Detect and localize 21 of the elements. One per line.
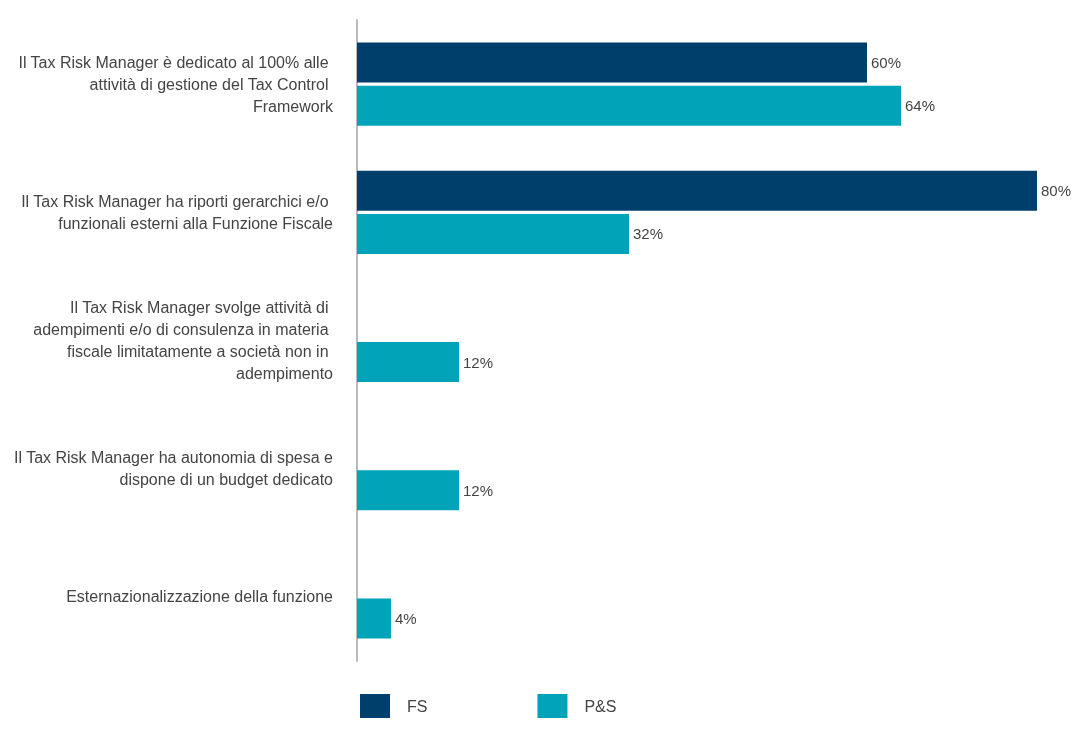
bar xyxy=(357,598,391,639)
bar xyxy=(357,342,459,383)
bar xyxy=(357,170,1037,211)
data-label: 64% xyxy=(905,97,936,115)
legend-label: FS xyxy=(407,697,428,715)
y-tick-label: Esternazionalizzazione della funzione xyxy=(66,588,334,606)
legend-label: P&S xyxy=(584,697,617,715)
data-label: 12% xyxy=(463,353,494,371)
data-label: 32% xyxy=(633,225,664,243)
bar xyxy=(357,42,867,83)
y-tick-label: Il Tax Risk Manager ha riporti gerarchici e/o funzionali esterni alla Funzione Fiscale xyxy=(21,192,334,232)
bar xyxy=(357,85,901,126)
data-label: 80% xyxy=(1041,182,1072,200)
y-tick-label: Il Tax Risk Manager svolge attività di adempimenti e/o di consulenza in materia fiscale limitatamente a società non in adempimento xyxy=(33,299,334,382)
bar xyxy=(357,213,629,254)
y-tick-label: Il Tax Risk Manager ha autonomia di spesa e dispone di un budget dedicato xyxy=(14,449,334,489)
data-label: 4% xyxy=(395,610,417,627)
bar xyxy=(357,470,459,511)
data-label: 12% xyxy=(463,481,494,499)
data-label: 60% xyxy=(871,54,902,71)
y-tick-label: Il Tax Risk Manager è dedicato al 100% alle attività di gestione del Tax Control Framework xyxy=(18,53,334,115)
